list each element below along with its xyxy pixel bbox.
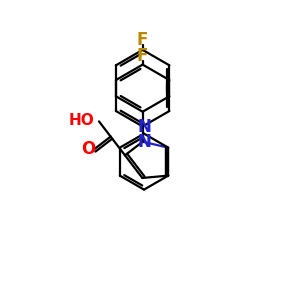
Text: N: N [137, 118, 151, 136]
Text: N: N [137, 133, 151, 151]
Text: F: F [137, 47, 148, 65]
Text: HO: HO [69, 113, 94, 128]
Text: F: F [137, 32, 148, 50]
Text: O: O [81, 140, 96, 158]
